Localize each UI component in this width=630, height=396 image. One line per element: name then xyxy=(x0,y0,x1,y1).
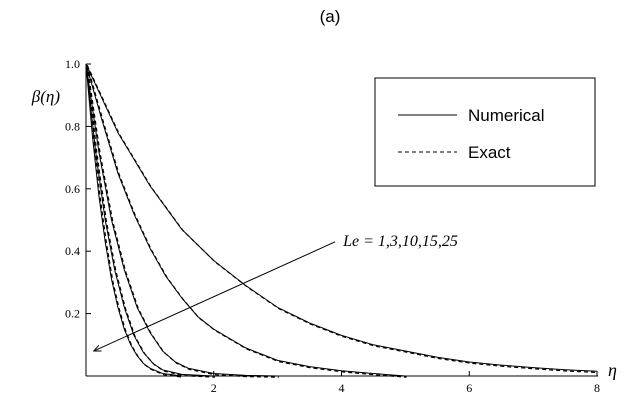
numerical-curve-le-10 xyxy=(85,63,278,377)
numerical-curve-le-25 xyxy=(85,63,182,377)
annotation-arrow xyxy=(94,241,336,351)
y-tick-label: 0.4 xyxy=(65,244,80,258)
exact-curve-le-15 xyxy=(86,65,216,378)
annotation-label: Le = 1,3,10,15,25 xyxy=(342,233,458,250)
x-axis-label: η xyxy=(608,360,617,380)
legend-box xyxy=(374,77,596,187)
legend-label-numerical: Numerical xyxy=(468,106,545,125)
numerical-curve-le-3 xyxy=(85,63,406,377)
panel-label: (a) xyxy=(320,7,341,26)
y-axis-label: β(η) xyxy=(31,87,61,106)
x-tick-label: 2 xyxy=(211,381,217,395)
exact-curve-le-10 xyxy=(86,65,279,378)
y-tick-label: 1.0 xyxy=(65,57,80,71)
y-tick-label: 0.6 xyxy=(65,182,80,196)
x-tick-label: 8 xyxy=(594,381,600,395)
exact-curve-le-3 xyxy=(86,65,407,378)
curves xyxy=(85,63,599,378)
numerical-curve-le-15 xyxy=(85,63,214,377)
x-tick-label: 6 xyxy=(466,381,472,395)
numerical-curve-le-1 xyxy=(85,63,598,372)
legend: Numerical Exact xyxy=(374,77,596,187)
ticks: 2 4 6 8 0.2 0.4 0.6 0.8 1.0 xyxy=(65,57,600,395)
exact-curve-le-25 xyxy=(86,65,184,378)
exact-curve-le-1 xyxy=(86,64,599,374)
legend-label-exact: Exact xyxy=(468,143,511,162)
x-tick-label: 4 xyxy=(339,381,345,395)
y-tick-label: 0.2 xyxy=(65,307,80,321)
annotation: Le = 1,3,10,15,25 xyxy=(94,233,458,351)
y-tick-label: 0.8 xyxy=(65,119,80,133)
